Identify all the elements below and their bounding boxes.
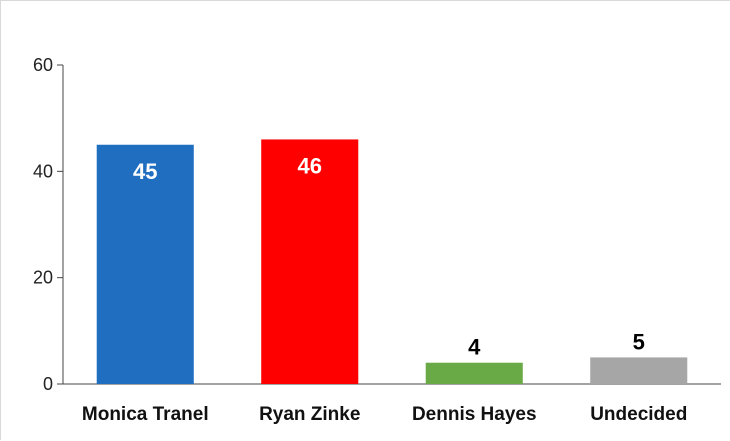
- bars: [96, 139, 688, 384]
- data-label: 4: [468, 335, 481, 360]
- data-label: 5: [633, 329, 645, 354]
- bar-monica-tranel: [96, 144, 194, 384]
- category-label: Dennis Hayes: [412, 404, 537, 425]
- bar-undecided: [590, 357, 688, 384]
- bar-ryan-zinke: [261, 139, 359, 384]
- y-tick-label: 60: [33, 55, 53, 75]
- y-axis: 0 20 40 60: [33, 55, 64, 394]
- data-label: 46: [298, 153, 322, 178]
- y-tick-label: 0: [43, 374, 53, 394]
- category-label: Monica Tranel: [82, 404, 209, 425]
- category-label: Ryan Zinke: [259, 404, 360, 425]
- y-tick-label: 20: [33, 268, 53, 288]
- data-labels: 45 464 5: [133, 153, 645, 359]
- data-label: 45: [133, 159, 157, 184]
- category-labels: Monica Tranel Ryan Zinke Dennis Hayes Undec…: [82, 404, 687, 425]
- bar-dennis-hayes: [425, 362, 523, 384]
- y-tick-label: 40: [33, 161, 53, 181]
- category-label: Undecided: [590, 404, 687, 425]
